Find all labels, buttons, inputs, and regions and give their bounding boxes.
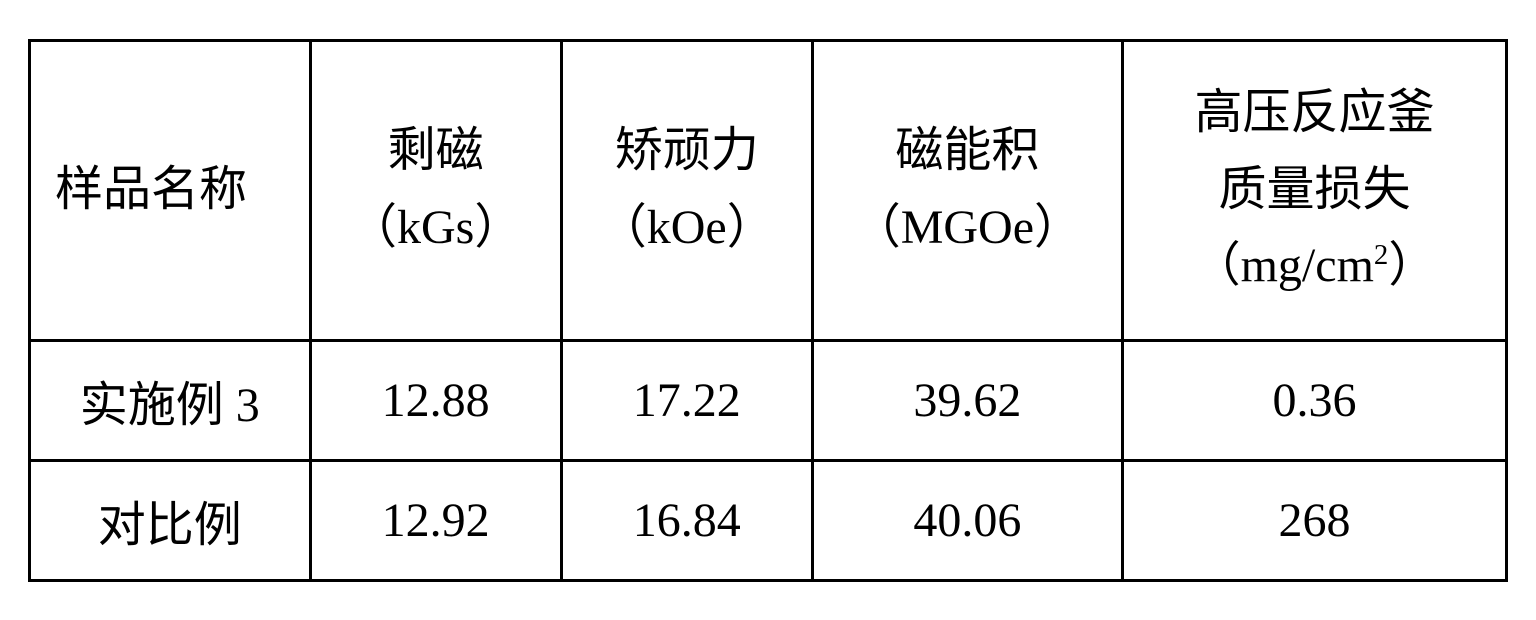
col-header-energy-product: 磁能积 （MGOe） (812, 40, 1122, 340)
col-header-text: 剩磁 (320, 113, 552, 190)
col-header-text: 磁能积 (822, 113, 1113, 190)
cell-remanence: 12.88 (310, 340, 561, 460)
col-header-unit: （kOe） (571, 190, 803, 267)
col-header-unit: （kGs） (320, 190, 552, 267)
cell-energy: 40.06 (812, 460, 1122, 580)
table-row: 对比例 12.92 16.84 40.06 268 (30, 460, 1507, 580)
cell-coercivity: 16.84 (561, 460, 812, 580)
col-header-coercivity: 矫顽力 （kOe） (561, 40, 812, 340)
cell-loss: 0.36 (1122, 340, 1506, 460)
col-header-sample-name: 样品名称 (30, 40, 311, 340)
col-header-remanence: 剩磁 （kGs） (310, 40, 561, 340)
cell-energy: 39.62 (812, 340, 1122, 460)
data-table-container: 样品名称 剩磁 （kGs） 矫顽力 （kOe） 磁能积 （MGOe） 高压反应釜… (28, 39, 1508, 582)
col-header-unit: （mg/cm2） (1132, 228, 1497, 305)
col-header-text: 样品名称 (55, 152, 301, 229)
cell-sample-name: 对比例 (30, 460, 311, 580)
cell-sample-name: 实施例 3 (30, 340, 311, 460)
col-header-text: 矫顽力 (571, 113, 803, 190)
cell-coercivity: 17.22 (561, 340, 812, 460)
cell-loss: 268 (1122, 460, 1506, 580)
col-header-text: 高压反应釜 (1132, 75, 1497, 152)
properties-table: 样品名称 剩磁 （kGs） 矫顽力 （kOe） 磁能积 （MGOe） 高压反应釜… (28, 39, 1508, 582)
col-header-mass-loss: 高压反应釜 质量损失 （mg/cm2） (1122, 40, 1506, 340)
table-row: 实施例 3 12.88 17.22 39.62 0.36 (30, 340, 1507, 460)
col-header-unit: （MGOe） (822, 190, 1113, 267)
cell-remanence: 12.92 (310, 460, 561, 580)
header-row: 样品名称 剩磁 （kGs） 矫顽力 （kOe） 磁能积 （MGOe） 高压反应釜… (30, 40, 1507, 340)
col-header-text: 质量损失 (1132, 152, 1497, 229)
